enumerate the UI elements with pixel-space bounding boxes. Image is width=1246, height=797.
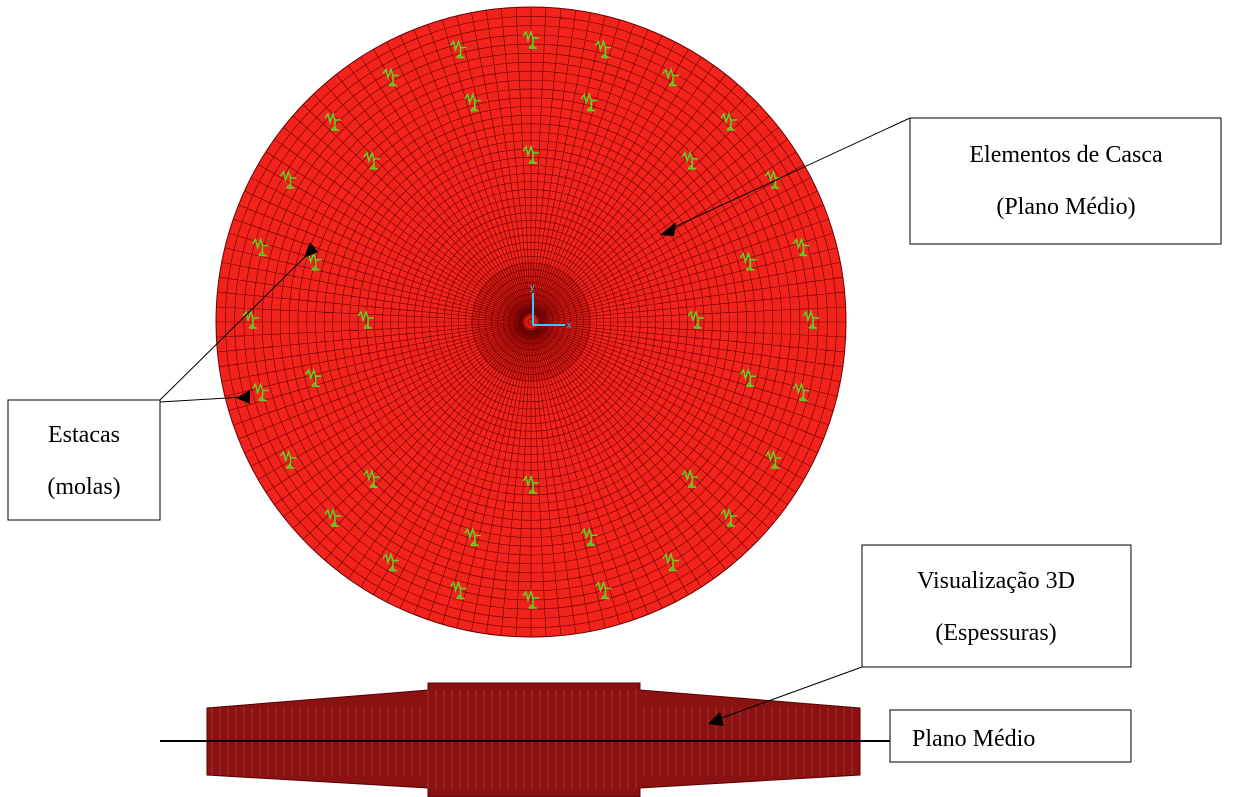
canvas: y x Elementos de Casca (Plano Médio) Est… [0,0,1246,797]
axis-label: x [567,320,572,330]
label: Visualização 3D [917,568,1075,594]
label: Estacas [48,422,120,448]
label: (molas) [47,474,120,500]
diagram: y x Elementos de Casca (Plano Médio) Est… [0,0,1246,797]
label: Plano Médio [912,726,1035,752]
axis-label: y [530,282,535,292]
label: (Plano Médio) [996,194,1135,220]
label: Elementos de Casca [969,142,1163,168]
shell-mesh [216,7,846,637]
label: (Espessuras) [935,620,1056,646]
